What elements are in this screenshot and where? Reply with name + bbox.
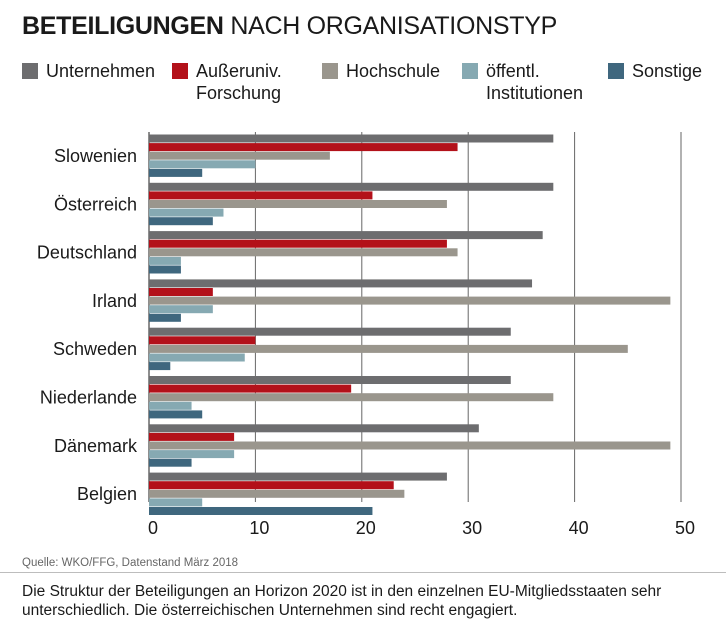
legend-swatch <box>462 63 478 79</box>
bar <box>149 353 245 362</box>
category-label: Deutschland <box>37 243 137 263</box>
bar <box>149 248 458 257</box>
legend-item: Sonstige <box>608 60 702 82</box>
bar <box>149 481 394 490</box>
bar <box>149 401 192 410</box>
x-tick-label: 0 <box>148 518 158 538</box>
legend-swatch <box>608 63 624 79</box>
bar <box>149 393 554 402</box>
bar <box>149 265 181 274</box>
x-tick-label: 50 <box>675 518 695 538</box>
bar <box>149 305 213 314</box>
x-tick-label: 30 <box>462 518 482 538</box>
legend-swatch <box>172 63 188 79</box>
bar <box>149 489 405 498</box>
bar <box>149 288 213 296</box>
bar <box>149 336 256 345</box>
bar <box>149 217 213 226</box>
legend: Unternehmen Außeruniv. Forschung Hochschule… <box>22 60 722 110</box>
bar <box>149 182 554 191</box>
legend-label: Sonstige <box>632 61 703 81</box>
bar <box>149 450 235 459</box>
bar <box>149 498 203 507</box>
bar <box>149 507 373 515</box>
bar <box>149 231 543 240</box>
legend-label: Hochschule <box>346 61 441 81</box>
bar <box>149 441 671 450</box>
bar <box>149 134 554 143</box>
legend-item: Außeruniv. Forschung <box>172 60 282 104</box>
bar <box>149 410 203 419</box>
bar <box>149 279 533 288</box>
category-label: Schweden <box>53 339 137 359</box>
bar <box>149 376 511 384</box>
bar <box>149 143 458 152</box>
bar <box>149 296 671 305</box>
bar <box>149 239 447 248</box>
category-label: Niederlande <box>40 388 137 408</box>
category-label: Irland <box>92 291 137 311</box>
bar <box>149 472 447 481</box>
divider <box>0 572 726 573</box>
legend-swatch <box>22 63 38 79</box>
legend-swatch <box>322 63 338 79</box>
legend-item: Unternehmen <box>22 60 155 82</box>
bar <box>149 384 352 393</box>
bar <box>149 168 203 177</box>
legend-label: Außeruniv. Forschung <box>196 61 282 103</box>
legend-item: öffentl. Institutionen <box>462 60 583 104</box>
bar <box>149 313 181 322</box>
legend-label: öffentl. Institutionen <box>486 61 584 103</box>
x-tick-label: 40 <box>569 518 589 538</box>
chart-title-bold: BETEILIGUNGEN <box>22 12 224 40</box>
source-note: Quelle: WKO/FFG, Datenstand März 2018 <box>22 557 239 569</box>
bar <box>149 256 181 265</box>
category-label: Dänemark <box>54 436 138 456</box>
bar <box>149 208 224 217</box>
bar <box>149 458 192 467</box>
x-tick-label: 10 <box>249 518 269 538</box>
chart-title-rest: NACH ORGANISATIONSTYP <box>230 12 557 40</box>
bar <box>149 151 330 160</box>
bar <box>149 424 479 433</box>
bar <box>149 160 256 169</box>
category-label: Österreich <box>54 194 137 214</box>
bar <box>149 191 373 200</box>
legend-label: Unternehmen <box>46 61 156 81</box>
bar <box>149 432 235 441</box>
bar <box>149 327 511 336</box>
bar-chart: Slowenien Österreich Deutschland Irland Schw… <box>37 132 695 538</box>
chart-title: BETEILIGUNGEN NACH ORGANISATIONSTYP <box>22 12 557 41</box>
caption: Die Struktur der Beteiligungen an Horizo… <box>22 583 662 619</box>
category-label: Slowenien <box>54 146 137 166</box>
bar <box>149 362 171 371</box>
x-tick-label: 20 <box>356 518 376 538</box>
bar <box>149 200 447 208</box>
legend-item: Hochschule <box>322 60 440 82</box>
category-label: Belgien <box>77 484 137 504</box>
bar <box>149 344 628 353</box>
